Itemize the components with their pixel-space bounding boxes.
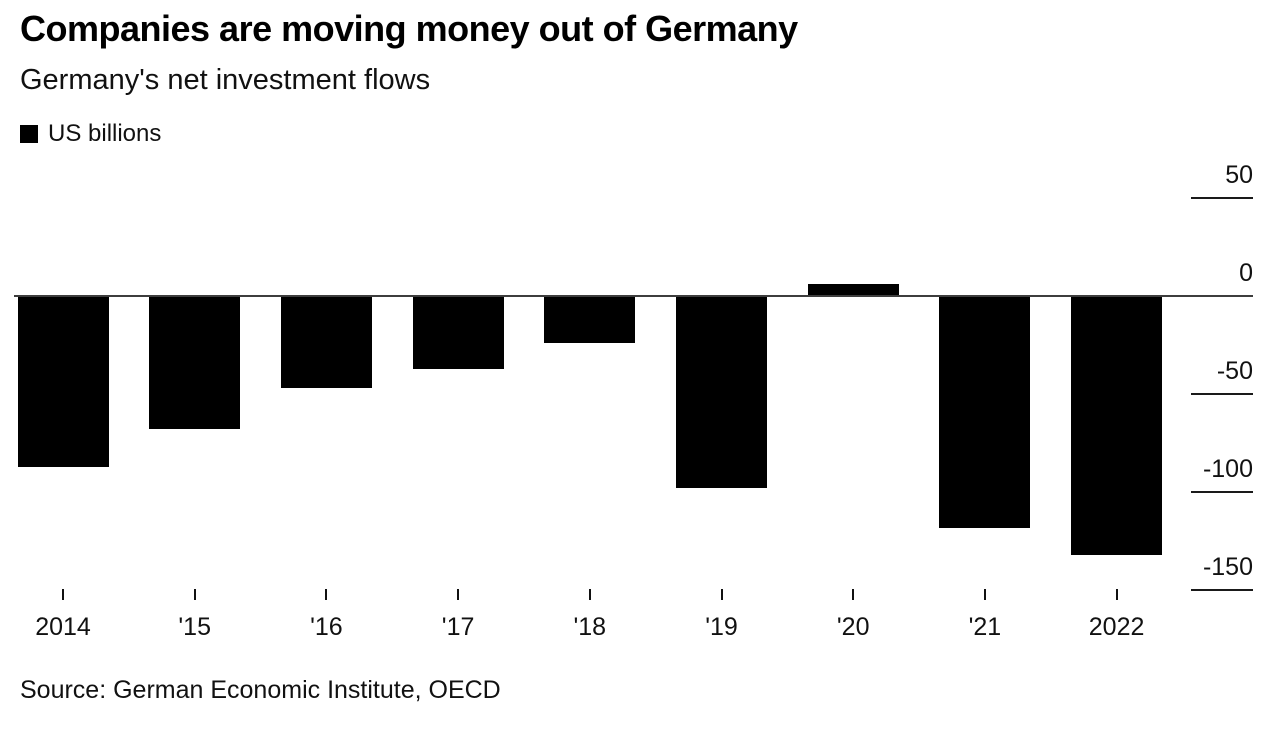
bar-17	[412, 296, 504, 369]
y-tick-label: 50	[1225, 160, 1253, 189]
bar-20	[807, 284, 899, 296]
y-tick-line	[1191, 393, 1253, 396]
x-tick-label: '20	[836, 613, 870, 641]
x-tick-mark	[193, 589, 196, 600]
x-tick-label: '16	[310, 613, 343, 641]
x-tick-label: 2014	[35, 613, 91, 641]
bar-2022	[1071, 296, 1163, 555]
zero-axis-line	[14, 295, 1253, 297]
chart-title: Companies are moving money out of German…	[20, 8, 798, 49]
bar-18	[544, 296, 636, 344]
x-tick-mark	[720, 589, 723, 600]
legend: US billions	[20, 120, 161, 148]
y-tick-label: 0	[1239, 259, 1253, 287]
x-tick-mark	[983, 589, 986, 600]
x-tick-label: '15	[178, 613, 211, 641]
x-tick-label: '18	[573, 613, 607, 641]
bar-15	[149, 296, 241, 430]
bar-16	[280, 296, 372, 389]
y-tick-line	[1191, 491, 1253, 494]
x-tick-mark	[588, 589, 591, 600]
x-tick-mark	[1115, 589, 1118, 600]
x-tick-mark	[62, 589, 64, 600]
y-tick-line	[1191, 589, 1253, 592]
bar-2014	[17, 296, 109, 467]
y-tick-label: -100	[1202, 455, 1253, 484]
x-tick-mark	[852, 589, 855, 600]
x-tick-label: '21	[968, 613, 1002, 641]
x-tick-label: '19	[705, 613, 738, 641]
legend-swatch-icon	[20, 125, 38, 143]
bar-19	[676, 296, 767, 489]
x-tick-label: '17	[441, 613, 475, 641]
source-note: Source: German Economic Institute, OECD	[20, 676, 501, 704]
y-tick-label: -50	[1216, 357, 1253, 386]
legend-label: US billions	[48, 120, 162, 147]
chart-subtitle: Germany's net investment flows	[20, 64, 431, 96]
y-tick-label: -150	[1202, 553, 1253, 582]
bar-21	[939, 296, 1031, 528]
y-tick-line	[1191, 196, 1253, 199]
x-tick-mark	[457, 589, 460, 600]
x-tick-mark	[325, 589, 328, 600]
x-tick-label: 2022	[1088, 613, 1145, 641]
